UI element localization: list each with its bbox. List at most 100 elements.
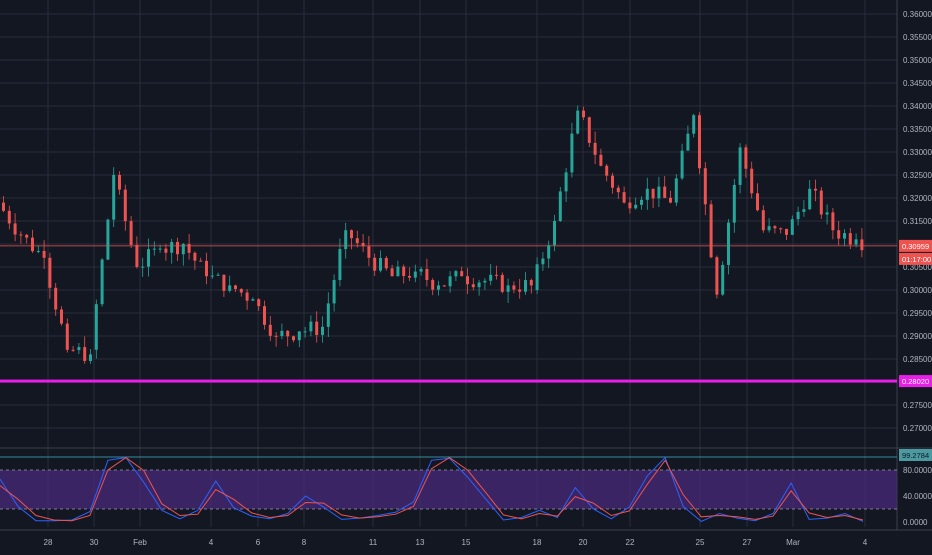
candle-body bbox=[100, 259, 104, 305]
candle-body bbox=[587, 117, 591, 143]
candle-body bbox=[773, 226, 777, 229]
candle-body bbox=[228, 285, 232, 291]
candle-body bbox=[616, 187, 620, 193]
y-tick-label: 0.27000 bbox=[903, 424, 932, 433]
candle-body bbox=[570, 133, 574, 173]
candle-body bbox=[785, 228, 788, 235]
y-tick-label: 0.29500 bbox=[903, 309, 932, 318]
candle-body bbox=[686, 133, 690, 151]
candle-body bbox=[628, 202, 632, 209]
support-price-badge-bg bbox=[899, 375, 932, 388]
x-tick-label: 27 bbox=[743, 538, 752, 547]
candle-body bbox=[767, 226, 771, 231]
y-tick-label: 0.33500 bbox=[903, 125, 932, 134]
candle-body bbox=[715, 257, 719, 295]
candle-body bbox=[576, 110, 580, 134]
x-tick-label: Mar bbox=[786, 538, 800, 547]
candle-body bbox=[674, 178, 678, 203]
candle-body bbox=[814, 188, 817, 191]
candle-body bbox=[19, 234, 23, 236]
candle-body bbox=[437, 285, 440, 290]
candle-body bbox=[65, 323, 69, 350]
candle-body bbox=[431, 280, 435, 290]
candle-body bbox=[442, 285, 446, 287]
candle-body bbox=[698, 115, 701, 169]
x-tick-label: 20 bbox=[579, 538, 588, 547]
candle-body bbox=[582, 110, 585, 118]
candle-body bbox=[268, 324, 272, 336]
candle-body bbox=[338, 249, 342, 281]
candle-body bbox=[721, 264, 725, 295]
time-axis[interactable]: 28 30 Feb 4 6 8 11 13 15 18 20 22 25 27 Mar 4 bbox=[44, 538, 868, 547]
candle-body bbox=[187, 244, 191, 253]
candle-body bbox=[355, 238, 359, 243]
x-tick-label: 28 bbox=[44, 538, 53, 547]
stoch-last-badge-bg bbox=[899, 449, 932, 461]
candle-body bbox=[761, 210, 765, 231]
candle-body bbox=[663, 186, 667, 198]
stochastic-band bbox=[0, 456, 897, 510]
osc-y-tick-label: 80.0000 bbox=[903, 466, 932, 475]
grid-lines bbox=[0, 0, 932, 531]
candle-body bbox=[239, 288, 243, 293]
candle-body bbox=[2, 202, 5, 211]
support-line-layer bbox=[0, 379, 897, 383]
support-price-badge: 0.28020 bbox=[902, 377, 929, 386]
candle-body bbox=[373, 257, 377, 271]
candle-body bbox=[790, 219, 794, 235]
candle-body bbox=[564, 172, 568, 192]
y-tick-label: 0.27500 bbox=[903, 401, 932, 410]
x-tick-label: Feb bbox=[133, 538, 147, 547]
candle-body bbox=[605, 165, 609, 176]
candle-body bbox=[274, 335, 278, 337]
candle-body bbox=[541, 258, 545, 265]
candle-body bbox=[512, 285, 516, 290]
y-tick-label: 0.30000 bbox=[903, 286, 932, 295]
candle-body bbox=[251, 299, 255, 301]
candle-body bbox=[819, 190, 823, 215]
candle-body bbox=[205, 260, 208, 277]
candle-body bbox=[42, 250, 46, 258]
x-tick-label: 6 bbox=[256, 538, 261, 547]
candle-body bbox=[54, 287, 58, 310]
candle-body bbox=[860, 239, 864, 251]
candle-body bbox=[118, 175, 121, 190]
candle-body bbox=[303, 331, 307, 333]
candle-body bbox=[216, 274, 220, 276]
candle-body bbox=[454, 271, 458, 277]
osc-y-tick-label: 0.0000 bbox=[903, 518, 928, 527]
y-tick-label: 0.32500 bbox=[903, 171, 932, 180]
candle-body bbox=[263, 306, 266, 325]
candle-body bbox=[843, 233, 846, 239]
candle-body bbox=[309, 321, 313, 332]
axis-badges: 0.30959 01:17:00 0.28020 99.2784 bbox=[899, 239, 932, 461]
candle-body bbox=[408, 275, 411, 278]
stoch-k-line bbox=[0, 456, 864, 522]
candle-body bbox=[471, 284, 475, 288]
candle-body bbox=[280, 330, 284, 336]
candle-body bbox=[77, 347, 81, 351]
candle-body bbox=[634, 204, 638, 209]
candle-body bbox=[25, 234, 29, 238]
candle-body bbox=[176, 241, 179, 255]
candle-body bbox=[158, 248, 162, 250]
candle-body bbox=[825, 212, 829, 215]
candle-body bbox=[129, 221, 133, 245]
stoch-band-fill bbox=[0, 470, 897, 509]
candle-body bbox=[848, 233, 852, 245]
y-tick-label: 0.34500 bbox=[903, 79, 932, 88]
candle-body bbox=[703, 168, 707, 205]
candle-body bbox=[808, 188, 812, 210]
candle-body bbox=[599, 154, 603, 166]
candle-body bbox=[94, 304, 98, 350]
candle-body bbox=[831, 212, 835, 231]
candle-body bbox=[645, 188, 649, 200]
candle-body bbox=[744, 147, 748, 169]
price-axis[interactable]: 0.36000 0.35500 0.35000 0.34500 0.34000 0.335… bbox=[903, 10, 932, 527]
candle-body bbox=[222, 274, 226, 291]
candle-body bbox=[535, 264, 539, 290]
candle-body bbox=[558, 191, 562, 221]
candle-body bbox=[425, 268, 429, 281]
y-tick-label: 0.35500 bbox=[903, 33, 932, 42]
